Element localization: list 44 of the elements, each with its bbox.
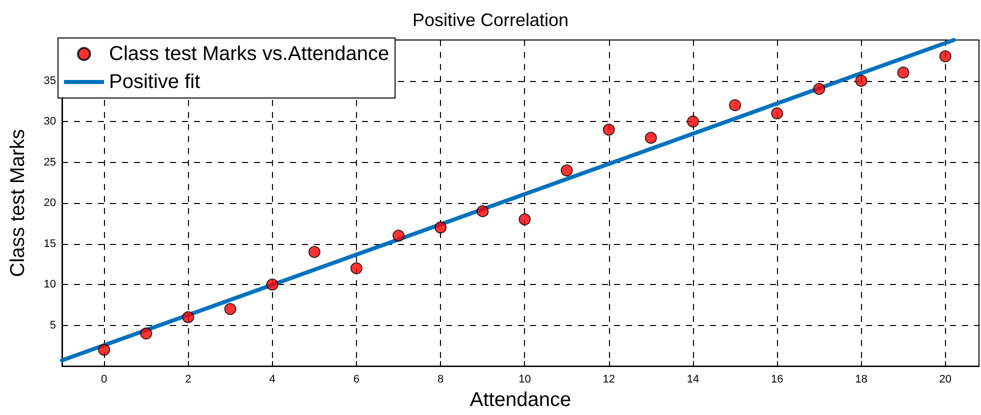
y-axis-title: Class test Marks [7,129,29,277]
point [771,107,784,120]
point [98,344,110,356]
x-tick-label: 0 [101,374,108,386]
point [855,74,868,87]
point [308,246,320,258]
x-tick-label: 12 [602,374,615,386]
x-tick-label: 6 [353,374,360,386]
point [939,50,952,62]
x-tick-label: 2 [185,374,192,386]
point [813,82,826,95]
x-tick-label: 14 [686,374,700,386]
point [518,213,531,226]
point [140,327,152,340]
point [392,230,405,242]
y-tick-label: 5 [50,319,56,332]
point [729,99,742,112]
y-tick-label: 20 [44,197,56,210]
x-tick-label: 20 [939,374,952,386]
point [350,262,362,274]
point [602,124,615,136]
point [476,205,489,218]
point [686,116,699,128]
legend-label: Positive fit [109,71,201,93]
x-tick-label: 18 [855,374,868,386]
x-axis-title: Attendance [470,389,572,411]
point [897,66,910,79]
y-tick-label: 35 [44,74,56,87]
point [644,132,657,144]
point [434,222,447,234]
point [560,164,573,176]
point [266,278,278,291]
point [182,311,194,324]
point [224,303,236,316]
y-tick-label: 30 [44,116,56,128]
x-tick-label: 16 [770,374,784,386]
x-tick-label: 10 [518,374,531,386]
y-tick-label: 25 [44,156,56,168]
y-tick-label: 15 [44,238,56,250]
y-tick-label: 10 [44,278,56,291]
x-tick-label: 8 [438,374,444,386]
chart-title: Positive Correlation [412,10,569,30]
x-tick-label: 4 [269,374,276,386]
legend-label: Class test Marks vs.Attendance [109,43,390,65]
